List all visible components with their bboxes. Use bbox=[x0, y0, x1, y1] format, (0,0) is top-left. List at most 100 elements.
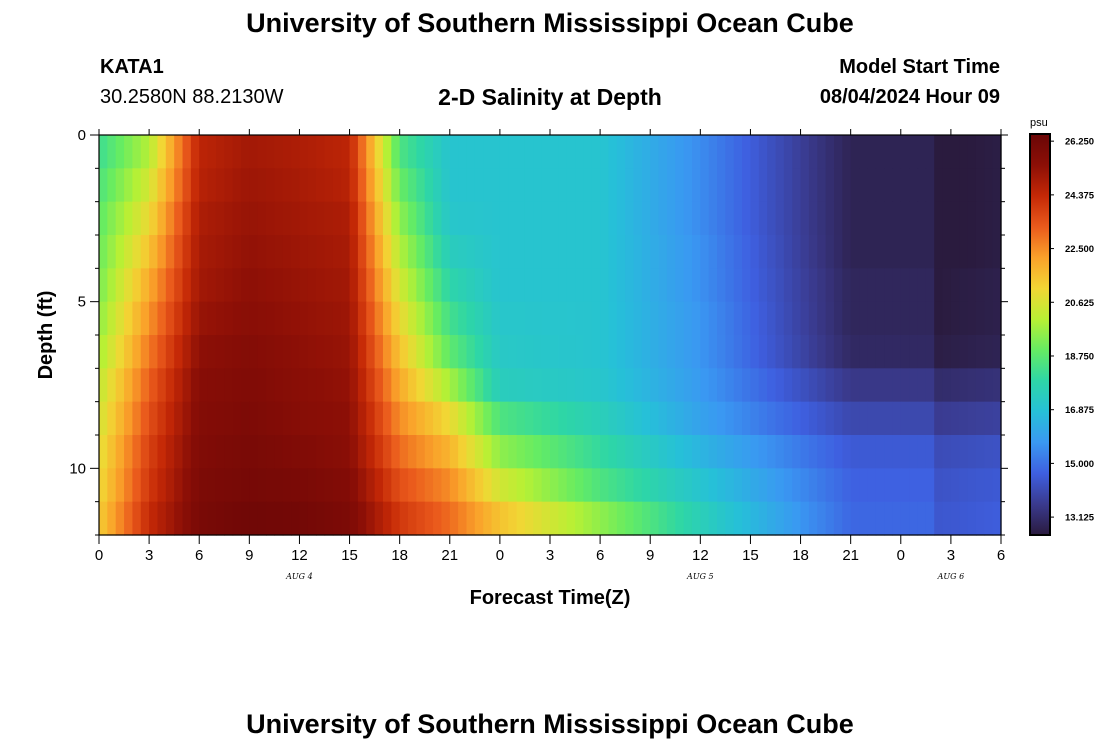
heatmap-cell bbox=[332, 201, 342, 236]
heatmap-cell bbox=[909, 168, 919, 203]
heatmap-cell bbox=[399, 468, 409, 503]
heatmap-cell bbox=[199, 268, 209, 303]
heatmap-cell bbox=[199, 301, 209, 336]
heatmap-cell bbox=[115, 268, 125, 303]
heatmap-cell bbox=[666, 268, 676, 303]
heatmap-cell bbox=[608, 335, 618, 369]
heatmap-cell bbox=[307, 301, 317, 336]
heatmap-cell bbox=[600, 368, 610, 403]
heatmap-cell bbox=[382, 135, 392, 169]
heatmap-cell bbox=[299, 235, 309, 269]
heatmap-cell bbox=[357, 401, 367, 436]
heatmap-cell bbox=[725, 501, 735, 536]
x-tick-label: 6 bbox=[997, 547, 1005, 564]
heatmap-cell bbox=[107, 135, 117, 169]
heatmap-cell bbox=[717, 135, 726, 169]
heatmap-cell bbox=[934, 235, 944, 269]
heatmap-cell bbox=[633, 468, 643, 503]
heatmap-cell bbox=[341, 468, 351, 503]
heatmap-cell bbox=[316, 435, 326, 469]
heatmap-cell bbox=[190, 301, 200, 336]
heatmap-cell bbox=[508, 235, 518, 269]
heatmap-cell bbox=[266, 501, 275, 536]
heatmap-cell bbox=[266, 401, 275, 436]
heatmap-cell bbox=[600, 168, 610, 203]
heatmap-cell bbox=[641, 268, 651, 303]
heatmap-cell bbox=[984, 501, 994, 536]
model-start-value: 08/04/2024 Hour 09 bbox=[819, 86, 1000, 108]
heatmap-cell bbox=[608, 368, 618, 403]
heatmap-cell bbox=[892, 168, 902, 203]
heatmap-cell bbox=[182, 435, 192, 469]
heatmap-cell bbox=[190, 201, 200, 236]
heatmap-cell bbox=[783, 368, 793, 403]
heatmap-cell bbox=[491, 335, 501, 369]
heatmap-cell bbox=[433, 435, 443, 469]
heatmap-cell bbox=[182, 268, 192, 303]
heatmap-cell bbox=[124, 435, 134, 469]
heatmap-cell bbox=[282, 335, 292, 369]
heatmap-cell bbox=[725, 168, 735, 203]
heatmap-cell bbox=[975, 468, 985, 503]
heatmap-cell bbox=[742, 301, 752, 336]
heatmap-cell bbox=[516, 435, 526, 469]
heatmap-cell bbox=[408, 301, 417, 336]
heatmap-cell bbox=[182, 135, 192, 169]
heatmap-cell bbox=[140, 368, 150, 403]
heatmap-cell bbox=[566, 201, 576, 236]
heatmap-cell bbox=[783, 501, 793, 536]
heatmap-cell bbox=[750, 301, 760, 336]
heatmap-cell bbox=[783, 401, 793, 436]
heatmap-cell bbox=[257, 468, 267, 503]
heatmap-cell bbox=[199, 235, 209, 269]
heatmap-cell bbox=[332, 235, 342, 269]
heatmap-cell bbox=[992, 435, 1002, 469]
heatmap-cell bbox=[767, 468, 777, 503]
heatmap-cell bbox=[917, 435, 927, 469]
heatmap-cell bbox=[124, 368, 134, 403]
heatmap-cell bbox=[792, 135, 802, 169]
heatmap-cell bbox=[884, 501, 894, 536]
heatmap-cell bbox=[558, 368, 568, 403]
heatmap-cell bbox=[174, 335, 184, 369]
heatmap-cell bbox=[483, 501, 493, 536]
heatmap-cell bbox=[725, 301, 735, 336]
heatmap-cell bbox=[232, 201, 242, 236]
heatmap-cell bbox=[182, 401, 192, 436]
heatmap-cell bbox=[357, 335, 367, 369]
heatmap-cell bbox=[182, 201, 192, 236]
heatmap-cell bbox=[808, 368, 818, 403]
x-tick-label: 0 bbox=[496, 547, 504, 564]
heatmap-cell bbox=[157, 201, 167, 236]
heatmap-cell bbox=[266, 335, 275, 369]
heatmap-cell bbox=[399, 201, 409, 236]
heatmap-cell bbox=[733, 235, 743, 269]
heatmap-cell bbox=[566, 335, 576, 369]
heatmap-cell bbox=[224, 368, 234, 403]
heatmap-cell bbox=[959, 168, 969, 203]
heatmap-cell bbox=[99, 235, 108, 269]
heatmap-cell bbox=[483, 201, 493, 236]
heatmap-cell bbox=[625, 135, 635, 169]
heatmap-cell bbox=[825, 235, 835, 269]
heatmap-cell bbox=[558, 201, 568, 236]
heatmap-cell bbox=[616, 435, 626, 469]
heatmap-cell bbox=[466, 335, 476, 369]
heatmap-cell bbox=[474, 235, 484, 269]
heatmap-cell bbox=[867, 435, 877, 469]
heatmap-cell bbox=[541, 401, 551, 436]
heatmap-cell bbox=[558, 301, 568, 336]
heatmap-cell bbox=[299, 168, 309, 203]
heatmap-cell bbox=[332, 135, 342, 169]
heatmap-cell bbox=[683, 368, 693, 403]
heatmap-cell bbox=[374, 168, 384, 203]
heatmap-cell bbox=[149, 335, 159, 369]
heatmap-cell bbox=[341, 268, 351, 303]
heatmap-cell bbox=[449, 235, 459, 269]
heatmap-cell bbox=[967, 501, 977, 536]
heatmap-cell bbox=[449, 468, 459, 503]
x-tick-label: 0 bbox=[897, 547, 905, 564]
heatmap-cell bbox=[483, 268, 493, 303]
heatmap-cell bbox=[449, 401, 459, 436]
heatmap-cell bbox=[240, 135, 250, 169]
